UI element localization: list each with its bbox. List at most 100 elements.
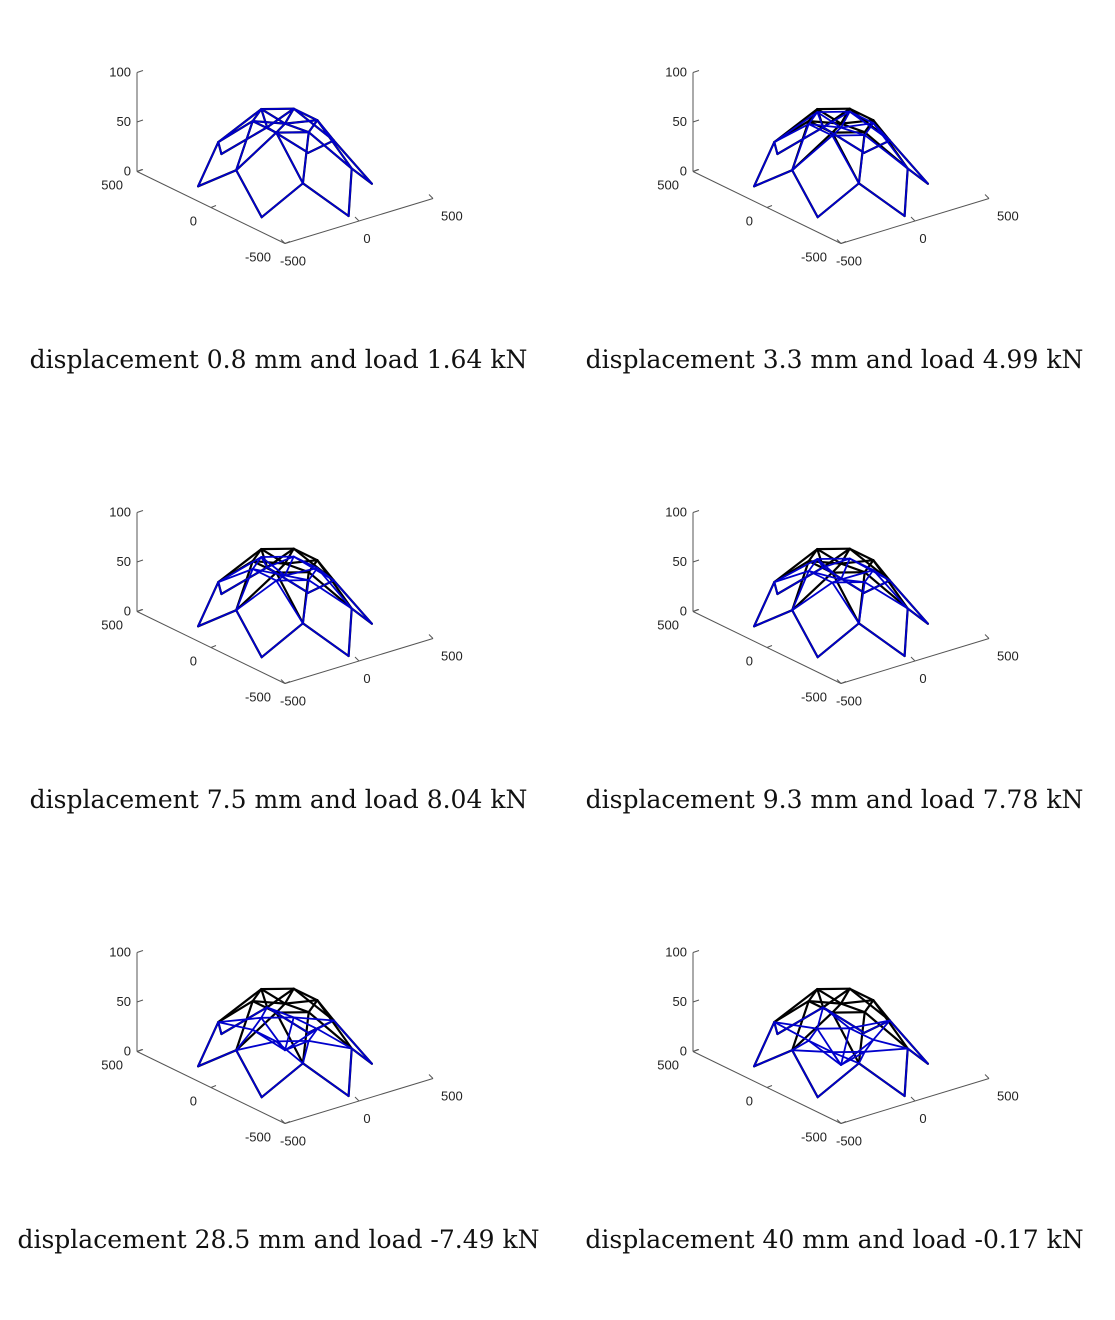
z-tick-label: 100 [665, 65, 687, 80]
x-tick-mark [355, 217, 359, 221]
y-tick-label: -500 [245, 1130, 271, 1145]
truss-member-deformed [859, 623, 905, 656]
y-tick-label: 500 [657, 1058, 679, 1073]
truss-member-deformed [262, 183, 303, 217]
x-tick-label: 500 [441, 1089, 463, 1104]
truss-member-undeformed [774, 549, 817, 582]
truss-member-deformed [303, 580, 309, 623]
y-tick-mark [211, 646, 216, 648]
x-tick-mark [985, 1075, 989, 1079]
truss-member-deformed [859, 183, 905, 216]
y-tick-mark [211, 206, 216, 208]
x-tick-mark [429, 195, 433, 199]
truss-member-deformed [218, 109, 261, 142]
z-tick-label: 0 [680, 1044, 687, 1059]
truss-member-deformed [267, 1007, 308, 1033]
x-tick-label: -500 [836, 254, 862, 269]
z-tick-mark [137, 71, 143, 73]
truss-member-undeformed [832, 1004, 841, 1013]
truss-member-deformed [832, 583, 859, 624]
truss-member-deformed [276, 124, 285, 133]
truss-member-deformed [859, 1063, 905, 1096]
y-tick-label: 500 [101, 618, 123, 633]
panel-caption: displacement 9.3 mm and load 7.78 kN [556, 785, 1113, 814]
z-tick-label: 0 [680, 164, 687, 179]
x-tick-label: 0 [919, 1111, 926, 1126]
truss-member-deformed [792, 170, 818, 217]
z-tick-mark [693, 120, 699, 122]
truss-member-deformed [873, 570, 907, 608]
truss-member-deformed [303, 1063, 349, 1096]
truss-member-deformed [792, 610, 818, 657]
y-tick-label: 500 [101, 178, 123, 193]
truss-member-deformed [334, 581, 372, 624]
z-tick-mark [693, 511, 699, 513]
x-tick-mark [985, 635, 989, 639]
y-tick-mark [767, 206, 772, 208]
panel-caption: displacement 40 mm and load -0.17 kN [556, 1225, 1113, 1254]
x-tick-label: 500 [997, 1089, 1019, 1104]
truss-member-deformed [303, 623, 349, 656]
z-tick-mark [137, 120, 143, 122]
y-tick-label: 0 [190, 214, 197, 229]
series-deformed [754, 1007, 928, 1097]
x-tick-mark [355, 1097, 359, 1101]
series-undeformed [198, 989, 372, 1097]
z-tick-label: 50 [673, 114, 687, 129]
truss-member-deformed [823, 127, 864, 153]
y-tick-label: 0 [190, 1094, 197, 1109]
z-tick-mark [693, 71, 699, 73]
x-tick-label: -500 [280, 254, 306, 269]
x-tick-mark [911, 657, 915, 661]
x-tick-label: 500 [997, 209, 1019, 224]
truss-member-deformed [276, 580, 308, 581]
panel-caption: displacement 0.8 mm and load 1.64 kN [0, 345, 557, 374]
x-tick-label: 0 [919, 231, 926, 246]
x-tick-mark [355, 657, 359, 661]
z-tick-label: 0 [124, 164, 131, 179]
x-tick-label: 0 [363, 231, 370, 246]
z-tick-label: 100 [665, 945, 687, 960]
truss-member-deformed [890, 1021, 928, 1064]
truss-member-deformed [262, 1063, 303, 1097]
truss-member-deformed [859, 135, 865, 183]
truss-member-deformed [873, 123, 890, 140]
truss-member-deformed [792, 1050, 832, 1052]
z-tick-label: 50 [117, 114, 131, 129]
truss-member-deformed [236, 170, 262, 217]
truss-member-deformed [792, 1050, 818, 1097]
truss-member-deformed [218, 1022, 252, 1030]
truss-member-deformed [334, 141, 372, 184]
truss-member-deformed [865, 1049, 908, 1052]
y-tick-mark [767, 1086, 772, 1088]
y-tick-label: -500 [245, 690, 271, 705]
y-tick-label: 500 [101, 1058, 123, 1073]
z-tick-label: 50 [117, 994, 131, 1009]
x-tick-label: -500 [836, 1134, 862, 1149]
series-deformed [754, 112, 928, 218]
z-tick-label: 100 [109, 505, 131, 520]
truss-member-deformed [236, 610, 262, 657]
z-tick-label: 50 [673, 994, 687, 1009]
y-tick-label: -500 [801, 1130, 827, 1145]
truss-member-deformed [865, 582, 908, 608]
truss-member-deformed [221, 127, 267, 154]
panel-caption: displacement 7.5 mm and load 8.04 kN [0, 785, 557, 814]
x-tick-label: -500 [280, 694, 306, 709]
truss-member-undeformed [832, 564, 841, 573]
truss-member-deformed [890, 141, 928, 184]
x-tick-mark [985, 195, 989, 199]
y-tick-label: 0 [190, 654, 197, 669]
truss-member-undeformed [841, 1004, 865, 1013]
panel-caption: displacement 3.3 mm and load 4.99 kN [556, 345, 1113, 374]
truss-member-undeformed [774, 989, 817, 1022]
